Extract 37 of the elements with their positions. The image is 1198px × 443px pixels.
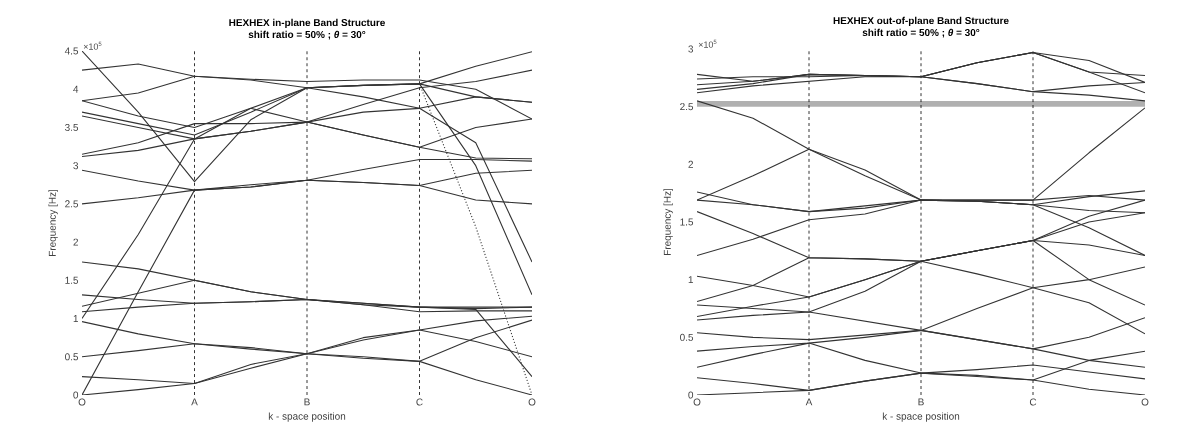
y-tick-label: 3 [688,45,694,53]
y-tick-label: 1 [688,276,694,284]
x-tick-label: O [528,398,536,406]
x-tick-label: B [918,398,924,406]
x-tick-label: O [693,398,701,406]
x-axis-title: k - space position [268,412,346,422]
y-tick-label: 1 [73,315,78,322]
x-tick-label: B [304,398,310,406]
x-tick-label: A [191,398,198,406]
y-tick-label: 0 [73,391,79,399]
y-tick-label: 1.5 [680,218,694,226]
y-tick-label: 3.5 [65,123,79,131]
y-tick-label: 0.5 [65,353,79,361]
chart-title: HEXHEX in-plane Band Structure [229,18,385,29]
y-tick-label: 4.5 [64,47,79,55]
text: ×10$^{5}$ [83,41,102,50]
y-tick-label: 2.5 [65,200,79,208]
chart-title: HEXHEX out-of-plane Band Structure [833,16,1009,27]
y-tick-label: 0.5 [680,333,694,341]
y-tick-label: 2 [73,238,78,246]
y-tick-label: 3 [73,162,79,170]
chart-subtitle: shift ratio = 50% ; θ = 30° [862,28,980,38]
y-axis-title: Frequency [Hz] [663,188,673,255]
x-tick-label: O [1141,398,1149,406]
x-axis-title: k - space position [882,412,960,422]
text: ×10$^{5}$ [698,39,717,48]
x-tick-label: C [416,398,423,406]
x-tick-label: C [1029,398,1037,406]
x-tick-label: A [805,398,813,406]
y-tick-label: 4 [73,85,79,93]
y-tick-label: 2 [688,160,693,168]
y-tick-label: 0 [688,391,694,399]
chart-subtitle: shift ratio = 50% ; θ = 30° [248,30,366,40]
y-tick-label: 2.5 [680,103,694,111]
x-tick-label: O [78,398,86,406]
y-tick-label: 1.5 [65,276,79,284]
y-axis-title: Frequency [Hz] [48,189,58,256]
